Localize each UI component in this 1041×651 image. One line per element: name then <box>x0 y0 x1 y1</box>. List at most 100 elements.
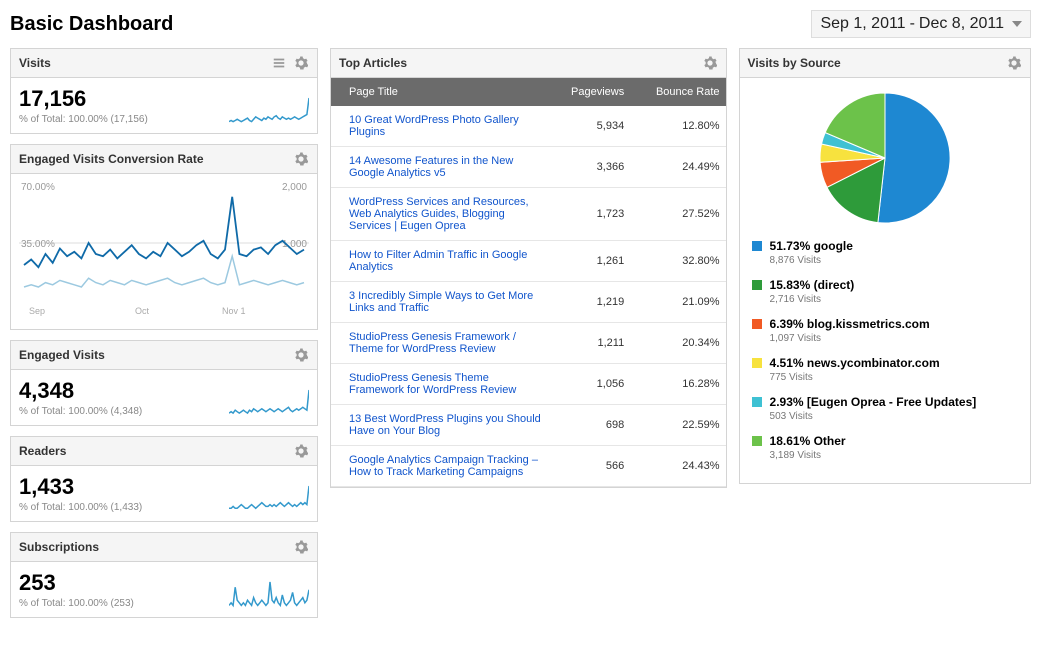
col-header[interactable]: Page Title <box>331 78 548 106</box>
cell-title[interactable]: 13 Best WordPress Plugins you Should Hav… <box>331 405 548 446</box>
page-title: Basic Dashboard <box>10 13 173 36</box>
cell-pageviews: 1,056 <box>548 364 630 405</box>
list-icon[interactable] <box>271 55 287 71</box>
cell-pageviews: 5,934 <box>548 106 630 147</box>
sparkline <box>229 388 309 419</box>
widget-title: Readers <box>19 444 66 458</box>
chevron-down-icon <box>1012 21 1022 27</box>
cell-bounce: 22.59% <box>630 405 725 446</box>
legend-item[interactable]: 15.83% (direct) 2,716 Visits <box>752 278 1020 305</box>
cell-bounce: 12.80% <box>630 106 725 147</box>
cell-pageviews: 1,219 <box>548 282 630 323</box>
legend-sub: 8,876 Visits <box>770 255 1020 266</box>
table-header: Page Title Pageviews Bounce Rate <box>331 78 726 106</box>
table-row[interactable]: 10 Great WordPress Photo Gallery Plugins… <box>331 106 726 147</box>
gear-icon[interactable] <box>293 347 309 363</box>
table-row[interactable]: How to Filter Admin Traffic in Google An… <box>331 241 726 282</box>
date-from: Sep 1, 2011 <box>820 15 905 33</box>
legend-sub: 1,097 Visits <box>770 333 1020 344</box>
svg-text:Oct: Oct <box>135 306 150 316</box>
pie-chart <box>740 78 1030 239</box>
sparkline <box>229 580 309 611</box>
legend-sub: 775 Visits <box>770 372 1020 383</box>
widget-title: Engaged Visits <box>19 348 105 362</box>
cell-title[interactable]: WordPress Services and Resources, Web An… <box>331 188 548 241</box>
svg-text:35.00%: 35.00% <box>21 239 55 250</box>
widget-visits-by-source: Visits by Source 51.73% google8,876 Visi… <box>739 48 1031 484</box>
widget-engaged-visits: Engaged Visits 4,348 % of Total: 100.00%… <box>10 340 318 426</box>
legend-label: 6.39% blog.kissmetrics.com <box>770 317 930 331</box>
cell-bounce: 24.43% <box>630 446 725 487</box>
cell-bounce: 32.80% <box>630 241 725 282</box>
legend-sub: 3,189 Visits <box>770 450 1020 461</box>
sparkline <box>229 96 309 127</box>
cell-title[interactable]: How to Filter Admin Traffic in Google An… <box>331 241 548 282</box>
cell-bounce: 27.52% <box>630 188 725 241</box>
cell-title[interactable]: Google Analytics Campaign Tracking – How… <box>331 446 548 487</box>
cell-title[interactable]: StudioPress Genesis Framework / Theme fo… <box>331 323 548 364</box>
swatch-icon <box>752 280 762 290</box>
cell-pageviews: 566 <box>548 446 630 487</box>
table-row[interactable]: 3 Incredibly Simple Ways to Get More Lin… <box>331 282 726 323</box>
widget-subscriptions: Subscriptions 253 % of Total: 100.00% (2… <box>10 532 318 618</box>
legend-item[interactable]: 2.93% [Eugen Oprea - Free Updates] 503 Vi… <box>752 395 1020 422</box>
table-row[interactable]: 13 Best WordPress Plugins you Should Hav… <box>331 405 726 446</box>
cell-bounce: 24.49% <box>630 147 725 188</box>
legend-item[interactable]: 18.61% Other3,189 Visits <box>752 434 1020 461</box>
cell-bounce: 16.28% <box>630 364 725 405</box>
widget-title: Subscriptions <box>19 540 99 554</box>
gear-icon[interactable] <box>293 443 309 459</box>
legend-sub: 2,716 Visits <box>770 294 1020 305</box>
svg-text:Nov 1: Nov 1 <box>222 306 246 316</box>
legend-sub: 503 Visits <box>770 411 1020 422</box>
swatch-icon <box>752 397 762 407</box>
legend-item[interactable]: 51.73% google8,876 Visits <box>752 239 1020 266</box>
swatch-icon <box>752 241 762 251</box>
swatch-icon <box>752 319 762 329</box>
widget-top-articles: Top Articles Page Title Pageviews Bounce… <box>330 48 727 488</box>
widget-title: Visits by Source <box>748 56 841 70</box>
date-range-picker[interactable]: Sep 1, 2011 - Dec 8, 2011 <box>811 10 1031 38</box>
conversion-chart: 70.00% 2,000 35.00% 1,000 Sep Oct Nov 1 <box>11 174 317 329</box>
gear-icon[interactable] <box>293 539 309 555</box>
legend-item[interactable]: 4.51% news.ycombinator.com 775 Visits <box>752 356 1020 383</box>
sparkline <box>229 484 309 515</box>
col-header[interactable]: Bounce Rate <box>630 78 725 106</box>
legend-item[interactable]: 6.39% blog.kissmetrics.com 1,097 Visits <box>752 317 1020 344</box>
cell-pageviews: 1,211 <box>548 323 630 364</box>
widget-engaged-rate: Engaged Visits Conversion Rate 70.00% 2,… <box>10 144 318 330</box>
legend-label: 15.83% (direct) <box>770 278 855 292</box>
date-to: Dec 8, 2011 <box>919 15 1004 33</box>
gear-icon[interactable] <box>1006 55 1022 71</box>
table-row[interactable]: StudioPress Genesis Theme Framework for … <box>331 364 726 405</box>
table-row[interactable]: 14 Awesome Features in the New Google An… <box>331 147 726 188</box>
cell-title[interactable]: 10 Great WordPress Photo Gallery Plugins <box>331 106 548 147</box>
cell-bounce: 21.09% <box>630 282 725 323</box>
widget-visits: Visits 17,156 % of Total: 100.00% (17,15… <box>10 48 318 134</box>
cell-title[interactable]: StudioPress Genesis Theme Framework for … <box>331 364 548 405</box>
widget-title: Engaged Visits Conversion Rate <box>19 152 204 166</box>
widget-title: Visits <box>19 56 51 70</box>
gear-icon[interactable] <box>293 55 309 71</box>
cell-title[interactable]: 14 Awesome Features in the New Google An… <box>331 147 548 188</box>
cell-pageviews: 698 <box>548 405 630 446</box>
widget-title: Top Articles <box>339 56 407 70</box>
cell-bounce: 20.34% <box>630 323 725 364</box>
widget-readers: Readers 1,433 % of Total: 100.00% (1,433… <box>10 436 318 522</box>
cell-pageviews: 3,366 <box>548 147 630 188</box>
legend-label: 4.51% news.ycombinator.com <box>770 356 940 370</box>
svg-text:Sep: Sep <box>29 306 45 316</box>
gear-icon[interactable] <box>702 55 718 71</box>
svg-text:2,000: 2,000 <box>282 182 307 193</box>
swatch-icon <box>752 436 762 446</box>
table-row[interactable]: StudioPress Genesis Framework / Theme fo… <box>331 323 726 364</box>
col-header[interactable]: Pageviews <box>548 78 630 106</box>
gear-icon[interactable] <box>293 151 309 167</box>
svg-text:70.00%: 70.00% <box>21 182 55 193</box>
legend-label: 2.93% [Eugen Oprea - Free Updates] <box>770 395 977 409</box>
cell-title[interactable]: 3 Incredibly Simple Ways to Get More Lin… <box>331 282 548 323</box>
pie-legend: 51.73% google8,876 Visits 15.83% (direct)… <box>740 239 1030 483</box>
table-row[interactable]: WordPress Services and Resources, Web An… <box>331 188 726 241</box>
date-dash: - <box>910 15 915 33</box>
table-row[interactable]: Google Analytics Campaign Tracking – How… <box>331 446 726 487</box>
